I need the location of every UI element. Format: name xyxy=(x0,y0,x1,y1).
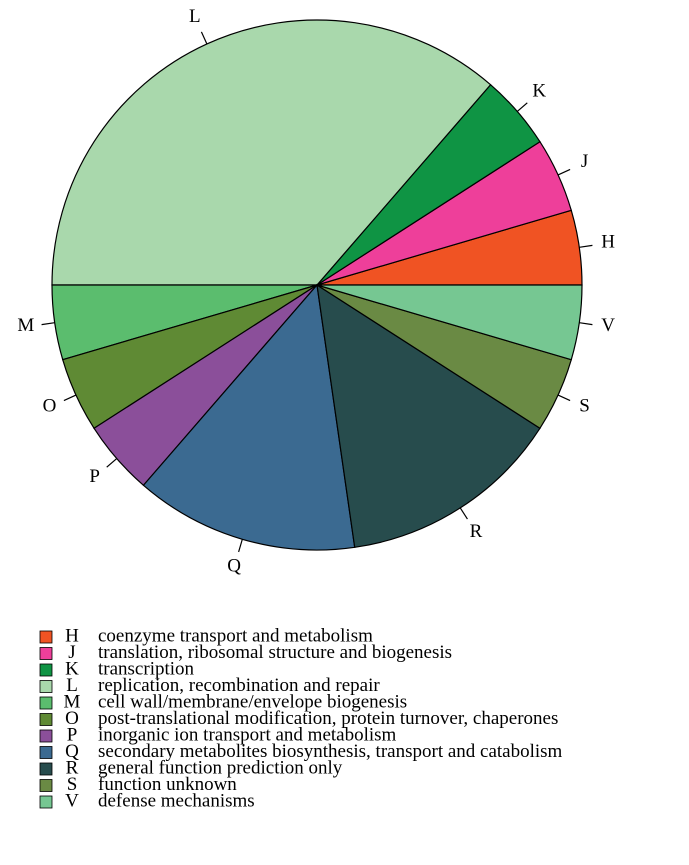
legend-swatch xyxy=(39,779,53,792)
legend-swatch xyxy=(39,680,53,693)
legend-label: transcription xyxy=(98,658,195,679)
label-tick xyxy=(106,458,118,468)
legend-label: secondary metabolites biosynthesis, tran… xyxy=(98,741,563,762)
slice-label: M xyxy=(17,315,34,336)
legend-label: function unknown xyxy=(98,774,237,795)
label-tick xyxy=(557,394,571,402)
label-tick xyxy=(579,244,593,248)
label-tick xyxy=(63,394,77,402)
pie-slice xyxy=(51,19,492,286)
pie-slice xyxy=(142,283,356,551)
legend-key: R xyxy=(66,757,79,778)
legend-label: inorganic ion transport and metabolism xyxy=(98,724,397,745)
legend-swatch xyxy=(39,762,53,776)
legend-swatch xyxy=(39,713,53,726)
label-tick xyxy=(41,322,55,326)
legend-key: O xyxy=(65,708,79,729)
legend-key: P xyxy=(67,724,78,745)
legend-key: H xyxy=(65,625,79,646)
legend-swatch xyxy=(39,630,53,644)
label-tick xyxy=(238,539,243,553)
legend-swatch xyxy=(39,663,53,677)
slice-label: S xyxy=(579,396,590,417)
slice-label: K xyxy=(532,81,546,102)
legend-swatch xyxy=(39,647,53,660)
legend-label: general function prediction only xyxy=(98,757,343,778)
legend-swatch xyxy=(39,746,53,759)
legend-label: defense mechanisms xyxy=(98,790,255,811)
slice-label: H xyxy=(601,231,615,252)
slice-label: Q xyxy=(227,556,241,577)
legend-swatch xyxy=(39,696,53,710)
legend-key: Q xyxy=(65,741,79,762)
legend-swatch xyxy=(39,795,53,809)
slice-label: R xyxy=(470,521,483,542)
label-tick xyxy=(459,507,468,520)
legend-key: V xyxy=(65,790,79,811)
legend-key: K xyxy=(65,658,79,679)
legend-key: J xyxy=(68,642,75,663)
legend-key: S xyxy=(67,774,78,795)
legend-label: post-translational modification, protein… xyxy=(98,708,558,729)
slice-label: L xyxy=(189,6,201,27)
label-tick xyxy=(516,102,528,112)
slice-label: O xyxy=(43,396,57,417)
label-tick xyxy=(200,31,208,45)
slice-label: V xyxy=(601,315,615,336)
legend-key: M xyxy=(64,691,81,712)
label-tick xyxy=(557,168,571,176)
legend-label: replication, recombination and repair xyxy=(98,675,380,696)
pie-slice xyxy=(316,283,541,548)
legend-key: L xyxy=(66,675,78,696)
slice-label: J xyxy=(581,151,588,172)
label-tick xyxy=(579,322,593,326)
legend-label: cell wall/membrane/envelope biogenesis xyxy=(98,691,407,712)
legend-swatch xyxy=(39,729,53,743)
slice-label: P xyxy=(89,466,100,487)
legend-label: translation, ribosomal structure and bio… xyxy=(98,642,452,663)
legend-label: coenzyme transport and metabolism xyxy=(98,625,373,646)
